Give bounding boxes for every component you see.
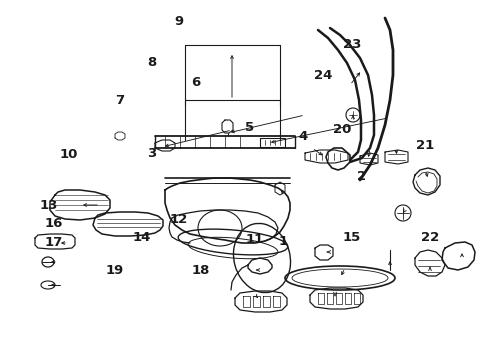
Text: 8: 8 xyxy=(147,57,156,69)
Text: 2: 2 xyxy=(357,170,366,183)
Text: 15: 15 xyxy=(342,231,361,244)
Text: 18: 18 xyxy=(191,264,209,277)
Text: 21: 21 xyxy=(415,139,434,152)
Text: 13: 13 xyxy=(40,199,58,212)
Text: 12: 12 xyxy=(169,213,187,226)
Text: 3: 3 xyxy=(147,147,156,159)
Text: 11: 11 xyxy=(244,233,263,246)
Text: 5: 5 xyxy=(244,121,253,134)
Text: 14: 14 xyxy=(132,231,151,244)
Text: 6: 6 xyxy=(191,76,200,89)
Text: 19: 19 xyxy=(105,264,124,276)
Text: 17: 17 xyxy=(44,237,63,249)
Text: 20: 20 xyxy=(332,123,351,136)
Text: 9: 9 xyxy=(174,15,183,28)
Text: 4: 4 xyxy=(298,130,307,143)
Text: 24: 24 xyxy=(313,69,331,82)
Text: 22: 22 xyxy=(420,231,439,244)
Text: 16: 16 xyxy=(44,217,63,230)
Text: 10: 10 xyxy=(59,148,78,161)
Text: 23: 23 xyxy=(342,39,361,51)
Text: 7: 7 xyxy=(115,94,124,107)
Text: 1: 1 xyxy=(279,235,287,248)
